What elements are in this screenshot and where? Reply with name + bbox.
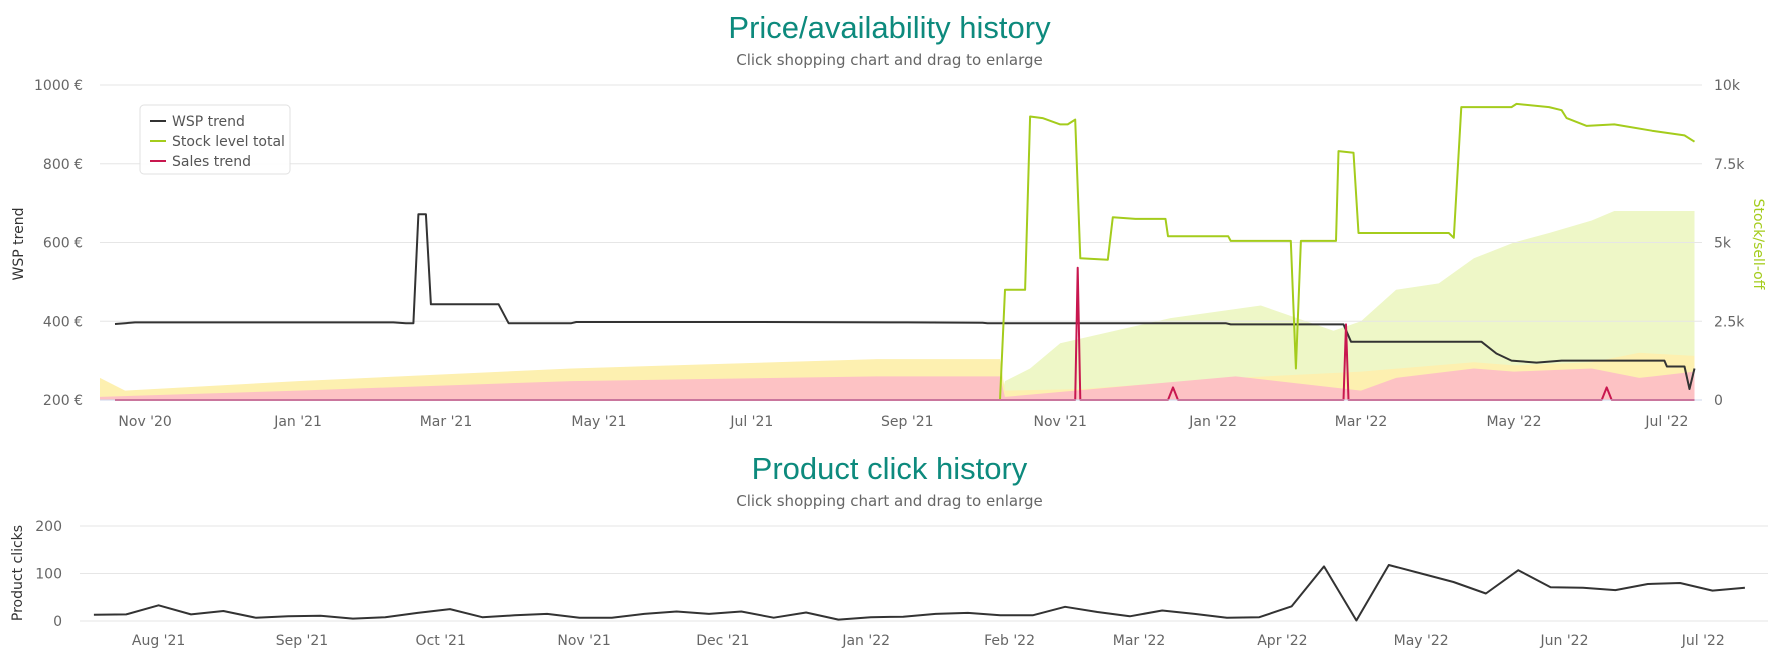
- price-x-tick-label: May '21: [571, 414, 626, 430]
- clicks-x-tick-label: Mar '22: [1113, 633, 1166, 649]
- stock-level-total-line[interactable]: [999, 102, 1696, 401]
- clicks-x-tick-label: May '22: [1394, 633, 1449, 649]
- price-x-tick-label: Nov '20: [118, 414, 171, 430]
- price-y-axis-title: WSP trend: [11, 208, 27, 281]
- price-x-tick-label: Nov '21: [1033, 414, 1086, 430]
- wsp-trend-line[interactable]: [114, 213, 1696, 390]
- clicks-y-axis-title: Product clicks: [10, 525, 26, 621]
- clicks-y-tick-label: 100: [35, 567, 62, 583]
- legend-item-wsp-trend[interactable]: WSP trend: [150, 114, 245, 130]
- chart-legend: WSP trend Stock level total Sales trend: [139, 104, 291, 175]
- price-y-tick-label: 800 €: [43, 157, 83, 173]
- stock-band-area: [1000, 211, 1695, 400]
- clicks-x-tick-label: Apr '22: [1257, 633, 1307, 649]
- clicks-x-tick-label: Jun '22: [1540, 633, 1589, 649]
- price-y-tick-label: 200 €: [43, 393, 83, 409]
- svg-text:Sales trend: Sales trend: [172, 154, 251, 170]
- clicks-x-tick-label: Nov '21: [557, 633, 610, 649]
- click-chart-subtitle: Click shopping chart and drag to enlarge: [736, 492, 1043, 510]
- price-y-tick-label: 600 €: [43, 236, 83, 252]
- legend-item-sales-trend[interactable]: Sales trend: [150, 154, 251, 170]
- price-x-tick-label: May '22: [1486, 414, 1541, 430]
- price-x-tick-label: Mar '21: [420, 414, 473, 430]
- price-y-tick-label: 400 €: [43, 314, 83, 330]
- clicks-y-tick-label: 0: [53, 614, 62, 630]
- stock-y-tick-label: 5k: [1714, 236, 1732, 252]
- price-chart-subtitle: Click shopping chart and drag to enlarge: [736, 51, 1043, 69]
- price-x-tick-label: Jul '21: [729, 414, 773, 430]
- price-x-tick-label: Jul '22: [1644, 414, 1688, 430]
- price-availability-chart[interactable]: WSP trend Stock/sell-off 200 € 400 € 600 €…: [0, 0, 1779, 440]
- price-x-tick-label: Jan '21: [273, 414, 322, 430]
- price-chart-title: Price/availability history: [728, 10, 1051, 45]
- product-clicks-line[interactable]: [93, 564, 1745, 622]
- price-x-tick-label: Mar '22: [1335, 414, 1388, 430]
- legend-item-stock-level-total[interactable]: Stock level total: [150, 134, 285, 150]
- clicks-x-tick-label: Sep '21: [276, 633, 329, 649]
- clicks-y-tick-label: 200: [35, 519, 62, 535]
- sales-band-area: [100, 368, 1695, 400]
- clicks-x-tick-label: Oct '21: [416, 633, 466, 649]
- stock-y-tick-label: 0: [1714, 393, 1723, 409]
- clicks-x-tick-label: Aug '21: [132, 633, 185, 649]
- clicks-x-tick-label: Dec '21: [696, 633, 749, 649]
- clicks-x-tick-label: Feb '22: [984, 633, 1035, 649]
- stock-y-tick-label: 7.5k: [1714, 157, 1745, 173]
- stock-y-axis-title: Stock/sell-off: [1750, 199, 1766, 290]
- stock-y-tick-label: 10k: [1714, 78, 1741, 94]
- svg-text:Stock level total: Stock level total: [172, 134, 285, 150]
- price-x-tick-label: Jan '22: [1188, 414, 1237, 430]
- price-y-tick-label: 1000 €: [34, 78, 83, 94]
- clicks-x-tick-label: Jul '22: [1681, 633, 1725, 649]
- stock-y-tick-label: 2.5k: [1714, 314, 1745, 330]
- price-x-tick-label: Sep '21: [881, 414, 934, 430]
- svg-text:WSP trend: WSP trend: [172, 114, 245, 130]
- click-chart-title: Product click history: [751, 451, 1028, 486]
- clicks-x-tick-label: Jan '22: [841, 633, 890, 649]
